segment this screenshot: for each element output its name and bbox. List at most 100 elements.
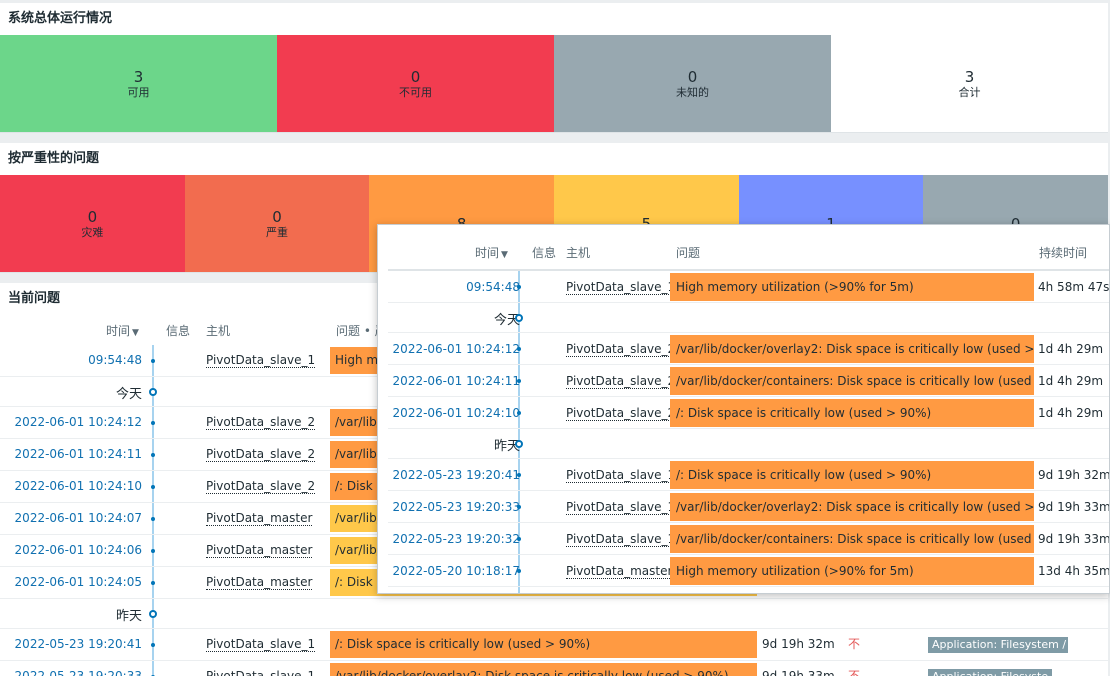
problems-popup: 时间 ▼ 信息 主机 问题 持续时间 09:54:48 PivotData_slav… bbox=[377, 224, 1110, 594]
popup-host-link[interactable]: PivotData_slave_2 bbox=[566, 342, 676, 357]
col-header-time[interactable]: 时间 ▼ bbox=[106, 319, 139, 343]
popup-timeline-line bbox=[518, 271, 520, 593]
popup-day-separator: 今天 bbox=[388, 303, 1109, 333]
host-link[interactable]: PivotData_slave_2 bbox=[206, 479, 316, 494]
popup-problem-time-link[interactable]: 2022-06-01 10:24:11 bbox=[392, 374, 520, 388]
col-header-problem[interactable]: 问题 • 严 bbox=[336, 324, 387, 338]
problem-time-link[interactable]: 2022-06-01 10:24:06 bbox=[14, 543, 142, 557]
popup-problem-time-link[interactable]: 2022-06-01 10:24:10 bbox=[392, 406, 520, 420]
status-tile[interactable]: 0 不可用 bbox=[277, 35, 554, 132]
problem-time-link[interactable]: 2022-06-01 10:24:10 bbox=[14, 479, 142, 493]
col-header-host[interactable]: 主机 bbox=[206, 324, 231, 338]
problem-time-link[interactable]: 2022-06-01 10:24:07 bbox=[14, 511, 142, 525]
timeline-dot bbox=[151, 485, 155, 489]
popup-duration-cell: 1d 4h 29m bbox=[1038, 406, 1104, 420]
popup-duration-cell: 9d 19h 32m bbox=[1038, 468, 1110, 482]
duration-cell: 9d 19h 32m bbox=[762, 637, 835, 651]
popup-problem-time-link[interactable]: 2022-05-23 19:20:33 bbox=[392, 500, 520, 514]
severity-tile-value: 1 bbox=[826, 215, 836, 233]
tag-badge[interactable]: Application: Filesyste bbox=[928, 669, 1053, 676]
severity-tile[interactable]: 0 灾难 bbox=[0, 175, 185, 272]
timeline-dot bbox=[151, 453, 155, 457]
popup-table-row[interactable]: 2022-06-01 10:24:12 PivotData_slave_2/var… bbox=[388, 333, 1109, 365]
popup-col-header-duration[interactable]: 持续时间 bbox=[1039, 246, 1088, 260]
popup-col-header-host[interactable]: 主机 bbox=[566, 246, 591, 260]
popup-problem-time-link[interactable]: 2022-05-23 19:20:41 bbox=[392, 468, 520, 482]
popup-duration-cell: 9d 19h 33m bbox=[1038, 500, 1110, 514]
host-link[interactable]: PivotData_master bbox=[206, 511, 313, 526]
problem-time-link[interactable]: 2022-06-01 10:24:12 bbox=[14, 415, 142, 429]
popup-col-header-problem[interactable]: 问题 bbox=[676, 246, 701, 260]
host-link[interactable]: PivotData_slave_1 bbox=[206, 669, 315, 676]
popup-table-row[interactable]: 2022-05-20 10:18:17 PivotData_master High … bbox=[388, 555, 1110, 587]
tag-badge[interactable]: Application: Filesystem / bbox=[928, 637, 1068, 653]
popup-table-row[interactable]: 2022-05-23 19:20:32 PivotData_slave_1/var… bbox=[388, 523, 1109, 555]
popup-problem-cell[interactable]: /var/lib/docker/overlay2: Disk space is … bbox=[670, 335, 1034, 363]
sort-desc-icon: ▼ bbox=[132, 328, 139, 338]
popup-problem-cell[interactable]: /: Disk space is critically low (used > … bbox=[670, 461, 1034, 489]
popup-table-row[interactable]: 09:54:48 PivotData_slave_1 High memory uti… bbox=[388, 271, 1109, 303]
ack-status[interactable]: 不 bbox=[848, 637, 861, 651]
popup-table-row[interactable]: 2022-06-01 10:24:11 PivotData_slave_2/var… bbox=[388, 365, 1109, 397]
popup-host-link[interactable]: PivotData_slave_1 bbox=[566, 532, 676, 547]
popup-problem-cell[interactable]: /var/lib/docker/overlay2: Disk space is … bbox=[670, 493, 1034, 521]
timeline-dot bbox=[517, 379, 521, 383]
popup-table-row[interactable]: 2022-05-23 19:20:41 PivotData_slave_1/: D… bbox=[388, 459, 1110, 491]
problem-time-link[interactable]: 2022-05-23 19:20:33 bbox=[14, 669, 142, 676]
problem-time-link[interactable]: 2022-06-01 10:24:11 bbox=[14, 447, 142, 461]
severity-tile-label: 灾难 bbox=[81, 225, 104, 239]
popup-host-link[interactable]: PivotData_master bbox=[566, 564, 673, 579]
severity-tile-value: 5 bbox=[642, 215, 652, 233]
popup-host-link[interactable]: PivotData_slave_1 bbox=[566, 468, 676, 483]
popup-table-row[interactable]: 2022-05-23 19:20:33 PivotData_slave_1/var… bbox=[388, 491, 1110, 523]
timeline-dot bbox=[151, 421, 155, 425]
status-tile[interactable]: 3 合计 bbox=[831, 35, 1108, 132]
popup-problem-time-link[interactable]: 2022-05-23 19:20:32 bbox=[392, 532, 520, 546]
day-label: 昨天 bbox=[115, 609, 142, 624]
problem-time-link[interactable]: 2022-06-01 10:24:05 bbox=[14, 575, 142, 589]
host-link[interactable]: PivotData_master bbox=[206, 575, 313, 590]
table-row[interactable]: 2022-05-23 19:20:41 PivotData_slave_1 /: D… bbox=[0, 629, 1108, 661]
popup-host-link[interactable]: PivotData_slave_2 bbox=[566, 374, 676, 389]
host-link[interactable]: PivotData_master bbox=[206, 543, 313, 558]
popup-host-link[interactable]: PivotData_slave_1 bbox=[566, 500, 676, 515]
host-link[interactable]: PivotData_slave_2 bbox=[206, 415, 316, 430]
problem-time-link[interactable]: 09:54:48 bbox=[88, 353, 142, 367]
popup-problem-time-link[interactable]: 09:54:48 bbox=[466, 280, 520, 294]
status-tile-label: 不可用 bbox=[399, 85, 432, 99]
current-problems-title: 当前问题 bbox=[8, 291, 61, 306]
popup-problem-cell[interactable]: High memory utilization (>90% for 5m) bbox=[670, 273, 1034, 301]
problem-cell[interactable]: /: Disk space is critically low (used > … bbox=[330, 631, 757, 658]
timeline-dot bbox=[517, 473, 521, 477]
popup-table-row[interactable]: 2022-06-01 10:24:10 PivotData_slave_2/: D… bbox=[388, 397, 1109, 429]
popup-host-link[interactable]: PivotData_slave_1 bbox=[566, 280, 676, 295]
problem-cell[interactable]: /var/lib/docker/overlay2: Disk space is … bbox=[330, 663, 757, 676]
popup-day-label: 今天 bbox=[493, 313, 520, 328]
host-link[interactable]: PivotData_slave_1 bbox=[206, 637, 316, 652]
popup-day-separator: 昨天 bbox=[388, 429, 1109, 459]
popup-duration-cell: 1d 4h 29m bbox=[1038, 374, 1104, 388]
timeline-marker bbox=[149, 610, 157, 618]
status-tile[interactable]: 3 可用 bbox=[0, 35, 277, 132]
severity-tile[interactable]: 0 严重 bbox=[184, 175, 370, 272]
problem-time-link[interactable]: 2022-05-23 19:20:41 bbox=[14, 637, 142, 651]
popup-problem-cell[interactable]: High memory utilization (>90% for 5m) bbox=[670, 557, 1034, 585]
popup-problem-cell[interactable]: /var/lib/docker/containers: Disk space i… bbox=[670, 525, 1034, 553]
host-link[interactable]: PivotData_slave_1 bbox=[206, 353, 316, 368]
system-status-widget: 系统总体运行情况 3 可用 0 不可用 0 未知的 3 合计 bbox=[0, 3, 1108, 133]
table-row[interactable]: 2022-05-23 19:20:33 PivotData_slave_1/var… bbox=[0, 661, 1108, 676]
popup-host-link[interactable]: PivotData_slave_2 bbox=[566, 406, 676, 421]
popup-problem-time-link[interactable]: 2022-05-20 10:18:17 bbox=[392, 564, 520, 578]
status-tile-label: 可用 bbox=[127, 85, 150, 99]
host-link[interactable]: PivotData_slave_2 bbox=[206, 447, 316, 462]
popup-problem-time-link[interactable]: 2022-06-01 10:24:12 bbox=[392, 342, 520, 356]
ack-status[interactable]: 不 bbox=[848, 669, 861, 676]
timeline-dot bbox=[151, 643, 155, 647]
popup-problem-cell[interactable]: /var/lib/docker/containers: Disk space i… bbox=[670, 367, 1034, 395]
popup-duration-cell: 13d 4h 35m bbox=[1038, 564, 1110, 578]
day-label: 今天 bbox=[115, 387, 142, 402]
status-tile[interactable]: 0 未知的 bbox=[554, 35, 831, 132]
popup-col-header-time[interactable]: 时间 ▼ bbox=[475, 241, 508, 265]
popup-problem-cell[interactable]: /: Disk space is critically low (used > … bbox=[670, 399, 1034, 427]
popup-day-label: 昨天 bbox=[493, 439, 520, 454]
